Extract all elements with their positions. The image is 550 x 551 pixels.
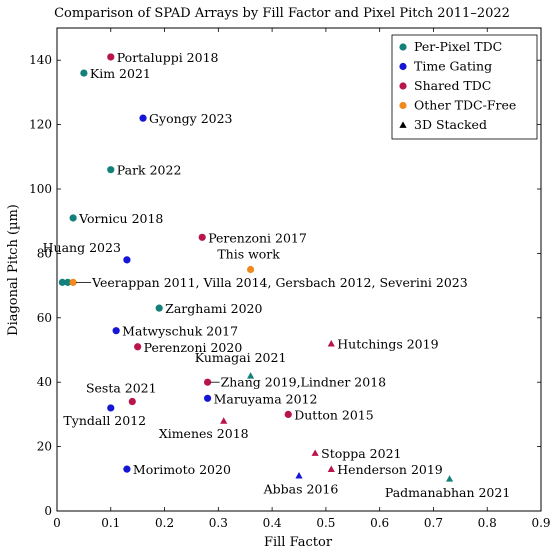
plot-frame	[56, 27, 542, 512]
point-label: Kim 2021	[90, 66, 151, 81]
point-label: Ximenes 2018	[159, 426, 249, 441]
data-point	[123, 256, 131, 264]
legend-label: 3D Stacked	[414, 117, 487, 132]
point-label: Zhang 2019,Lindner 2018	[221, 375, 387, 390]
x-tick-label: 0.3	[209, 516, 228, 530]
point-label: Dutton 2015	[294, 407, 373, 422]
x-tick-label: 0.4	[263, 516, 282, 530]
data-point	[107, 404, 115, 412]
x-tick-label: 0.6	[370, 516, 389, 530]
data-point	[247, 372, 255, 379]
data-point	[123, 465, 131, 473]
data-point	[80, 69, 88, 77]
point-label: Gyongy 2023	[149, 111, 233, 126]
data-points	[58, 53, 454, 482]
legend-marker	[399, 43, 407, 51]
point-label: Abbas 2016	[263, 482, 339, 497]
point-label: Portaluppi 2018	[117, 50, 219, 65]
point-label: Zarghami 2020	[165, 301, 262, 316]
point-label: Maruyama 2012	[214, 391, 318, 406]
data-point	[198, 233, 206, 241]
y-tick-label: 100	[29, 182, 52, 196]
data-point	[155, 304, 163, 312]
data-point	[112, 327, 120, 335]
x-tick-label: 0.8	[478, 516, 497, 530]
data-point	[107, 53, 115, 61]
point-label: Perenzoni 2020	[144, 340, 243, 355]
point-label: Tyndall 2012	[63, 413, 146, 428]
data-point	[295, 471, 303, 479]
x-tick-label: 0.7	[424, 516, 443, 530]
legend-label: Time Gating	[414, 59, 492, 74]
x-axis-label: Fill Factor	[264, 535, 333, 550]
point-label: Huang 2023	[43, 240, 121, 255]
x-tick-label: 0.1	[101, 516, 120, 530]
point-label: Matwyschuk 2017	[122, 324, 238, 339]
data-point	[247, 265, 255, 274]
y-tick-label: 80	[37, 246, 52, 260]
data-point	[69, 278, 77, 286]
data-point	[327, 465, 335, 473]
point-label: Stoppa 2021	[321, 446, 401, 461]
x-axis-ticks: 0 0.1 0.2 0.3 0.4 0.5 0.6 0.7 0.8 0.9	[53, 28, 550, 530]
y-tick-label: 40	[37, 375, 52, 389]
legend-marker	[399, 82, 407, 90]
y-tick-label: 140	[29, 53, 52, 67]
point-label: Morimoto 2020	[133, 462, 231, 477]
plot-border	[56, 27, 542, 512]
legend-label: Shared TDC	[414, 78, 491, 93]
legend-label: Other TDC-Free	[414, 98, 516, 113]
point-label: Hutchings 2019	[337, 337, 438, 352]
y-tick-label: 120	[29, 118, 52, 132]
y-tick-label: 0	[44, 504, 52, 518]
legend-marker	[399, 62, 407, 71]
point-label: Perenzoni 2017	[208, 230, 307, 245]
legend-marker	[399, 101, 407, 110]
legend: Per-Pixel TDC Time Gating Shared TDC Other …	[391, 34, 538, 140]
data-point	[203, 378, 212, 386]
data-point	[220, 417, 228, 424]
legend-label: Per-Pixel TDC	[414, 39, 502, 54]
x-tick-label: 0.5	[316, 516, 335, 530]
point-label: This work	[217, 247, 280, 262]
data-point	[64, 278, 72, 286]
x-tick-label: 0.2	[155, 516, 174, 530]
legend-marker	[399, 121, 407, 128]
point-label: Kumagai 2021	[195, 350, 287, 365]
point-label: Sesta 2021	[86, 381, 157, 396]
data-point	[203, 394, 212, 402]
point-label: Henderson 2019	[337, 462, 443, 477]
data-point	[445, 475, 454, 482]
data-point	[69, 214, 77, 222]
x-tick-label: 0.9	[531, 516, 550, 530]
data-point	[327, 339, 335, 347]
y-tick-label: 20	[37, 440, 52, 454]
data-point	[311, 449, 319, 456]
point-label: Park 2022	[117, 163, 182, 178]
data-point	[128, 397, 136, 406]
y-tick-label: 60	[37, 311, 52, 325]
data-point	[284, 410, 292, 418]
y-axis-ticks: 0 20 40 60 80 100 120 140	[29, 53, 541, 518]
legend-box	[391, 34, 538, 140]
data-point	[107, 166, 115, 174]
point-label: Veerappan 2011, Villa 2014, Gersbach 201…	[91, 275, 468, 290]
x-tick-label: 0	[53, 516, 61, 530]
data-point	[139, 114, 147, 122]
point-label: Padmanabhan 2021	[385, 485, 510, 500]
chart-title: Comparison of SPAD Arrays by Fill Factor…	[54, 6, 510, 21]
y-axis-label: Diagonal Pitch (µm)	[6, 204, 21, 336]
data-point	[134, 343, 142, 351]
data-point	[58, 278, 66, 286]
point-label: Vornicu 2018	[78, 211, 163, 226]
